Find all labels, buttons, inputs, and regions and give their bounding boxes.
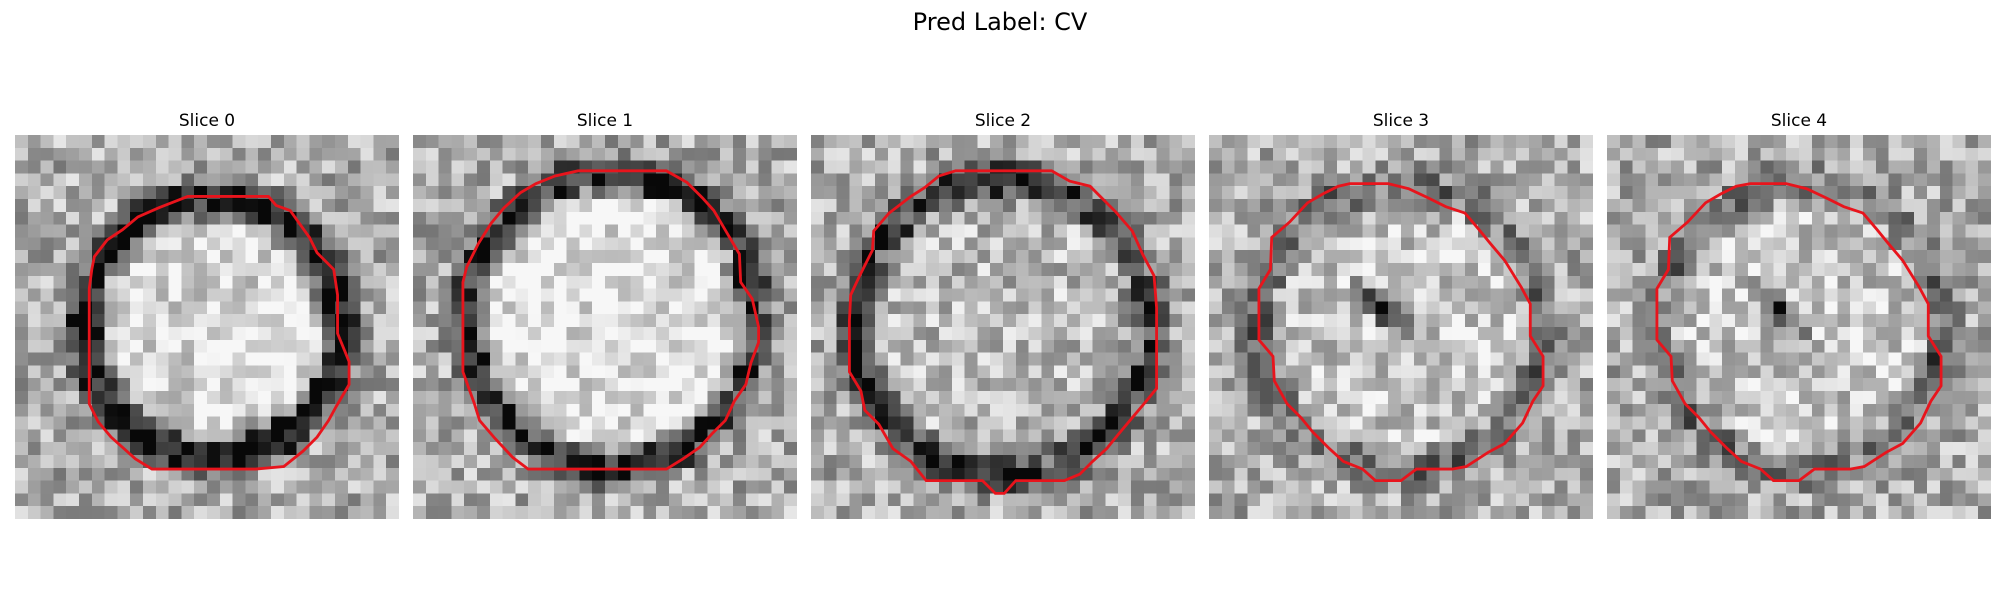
- segmentation-contour: [1655, 182, 1943, 483]
- slice-panel-1: Slice 1: [413, 108, 797, 519]
- slice-panel-2: Slice 2: [811, 108, 1195, 519]
- slice-title: Slice 2: [974, 111, 1032, 131]
- slice-title: Slice 4: [1770, 111, 1828, 131]
- slice-image: [1607, 135, 1991, 519]
- slice-title: Slice 3: [1372, 111, 1430, 131]
- slice-panel-4: Slice 4: [1607, 108, 1991, 519]
- segmentation-contour: [1257, 182, 1545, 483]
- segmentation-contour: [847, 169, 1159, 495]
- slice-image: [413, 135, 797, 519]
- segmentation-contour: [87, 195, 351, 471]
- figure-title: Pred Label: CV: [912, 8, 1088, 36]
- slice-title: Slice 1: [576, 111, 634, 131]
- segmentation-contour: [461, 169, 761, 471]
- slice-image: [15, 135, 399, 519]
- slice-title: Slice 0: [178, 111, 236, 131]
- slice-panel-3: Slice 3: [1209, 108, 1593, 519]
- slice-panel-0: Slice 0: [15, 108, 399, 519]
- slice-image: [1209, 135, 1593, 519]
- slice-image: [811, 135, 1195, 519]
